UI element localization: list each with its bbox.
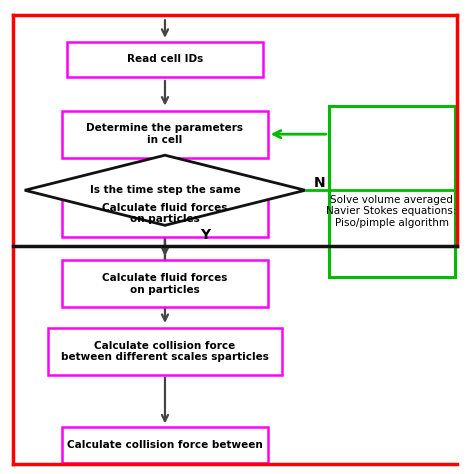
Text: Calculate collision force between: Calculate collision force between [67, 440, 263, 450]
Text: Solve volume averaged
Navier Stokes equations:
Piso/pimple algorithm: Solve volume averaged Navier Stokes equa… [327, 195, 457, 228]
FancyBboxPatch shape [62, 190, 268, 237]
Polygon shape [25, 155, 305, 225]
Text: N: N [313, 176, 325, 190]
Text: Determine the parameters
in cell: Determine the parameters in cell [86, 123, 244, 145]
FancyBboxPatch shape [62, 428, 268, 463]
FancyBboxPatch shape [62, 260, 268, 307]
Text: Read cell IDs: Read cell IDs [127, 55, 203, 64]
Text: Is the time step the same: Is the time step the same [90, 185, 240, 195]
Text: Y: Y [200, 228, 210, 242]
Text: Calculate collision force
between different scales sparticles: Calculate collision force between differ… [61, 341, 269, 362]
Text: Calculate fluid forces
on particles: Calculate fluid forces on particles [102, 273, 228, 294]
FancyBboxPatch shape [48, 328, 282, 375]
Text: Calculate fluid forces
on particles: Calculate fluid forces on particles [102, 203, 228, 224]
FancyBboxPatch shape [67, 42, 263, 77]
FancyBboxPatch shape [62, 111, 268, 157]
FancyBboxPatch shape [328, 106, 455, 277]
